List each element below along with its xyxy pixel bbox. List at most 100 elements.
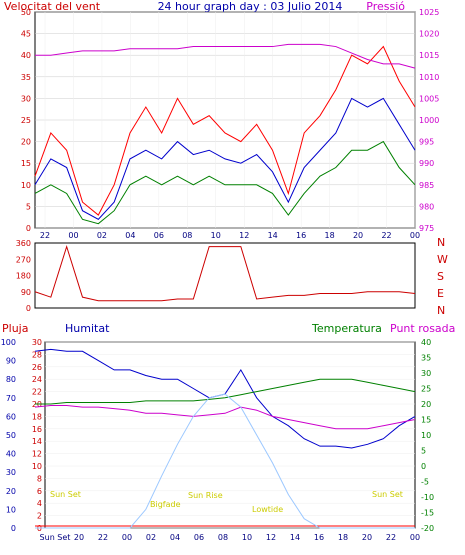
panel3-xtick: 20 bbox=[74, 533, 84, 542]
panel1-xtick: 22 bbox=[40, 231, 50, 240]
panel3-temp-tick: 30 bbox=[421, 369, 431, 378]
panel3-rain-tick: 6 bbox=[37, 487, 42, 496]
panel3-temp-tick: -10 bbox=[421, 493, 434, 502]
panel3-temp-tick: 10 bbox=[421, 431, 431, 440]
panel1-xtick: 20 bbox=[353, 231, 363, 240]
panel3-humidity-tick: 40 bbox=[6, 450, 16, 459]
panel3-xtick: Sun Set bbox=[40, 533, 71, 542]
panel1-xtick: 08 bbox=[182, 231, 192, 240]
panel3-xtick: 14 bbox=[290, 533, 300, 542]
panel3-temp-tick: 40 bbox=[421, 338, 431, 347]
panel3-xtick: 16 bbox=[314, 533, 324, 542]
panel3-series-1 bbox=[35, 378, 416, 405]
panel3-temp-label: Temperatura bbox=[311, 322, 382, 335]
panel3-xtick: 22 bbox=[386, 533, 396, 542]
panel1-xtick: 06 bbox=[154, 231, 164, 240]
panel2-ytick: 180 bbox=[16, 272, 31, 281]
panel1-series-2 bbox=[34, 140, 416, 225]
panel1-xtick: 00 bbox=[68, 231, 78, 240]
panel3-temp-tick: 5 bbox=[421, 447, 426, 456]
panel1-ytick-right: 1020 bbox=[419, 30, 439, 39]
panel3-temp-tick: -5 bbox=[421, 478, 429, 487]
panel3-rain-tick: 12 bbox=[32, 450, 42, 459]
panel1-ytick-left: 20 bbox=[21, 138, 31, 147]
panel3-xtick: 12 bbox=[266, 533, 276, 542]
panel1-xtick: 10 bbox=[211, 231, 221, 240]
panel3-xtick: 00 bbox=[122, 533, 132, 542]
panel3-dew-label: Punt rosada bbox=[390, 322, 455, 335]
panel3-series-4 bbox=[35, 393, 415, 529]
panel3-temp-tick: -20 bbox=[421, 524, 434, 533]
panel3-rain-tick: 22 bbox=[32, 388, 42, 397]
panel3-rain-tick: 28 bbox=[32, 350, 42, 359]
panel2-compass-label: S bbox=[437, 270, 444, 283]
panel1-ytick-left: 10 bbox=[21, 181, 31, 190]
panel2-compass-label: E bbox=[437, 287, 444, 300]
panel3-xtick: 20 bbox=[362, 533, 372, 542]
panel1-ytick-left: 0 bbox=[26, 224, 31, 233]
panel3-temp-tick: 0 bbox=[421, 462, 426, 471]
panel3-rain-tick: 24 bbox=[32, 375, 42, 384]
panel2-ytick: 270 bbox=[16, 255, 31, 264]
panel2-ytick: 360 bbox=[16, 239, 31, 248]
panel1-ytick-left: 40 bbox=[21, 51, 31, 60]
panel3-humidity-tick: 0 bbox=[11, 524, 16, 533]
panel3-xtick: 02 bbox=[146, 533, 156, 542]
panel1-ytick-right: 980 bbox=[419, 202, 434, 211]
panel2-ytick: 90 bbox=[21, 288, 31, 297]
panel3-temp-tick: 25 bbox=[421, 385, 431, 394]
panel3-annotation: Sun Rise bbox=[188, 491, 223, 500]
panel3-xtick: 06 bbox=[194, 533, 204, 542]
panel2-frame bbox=[34, 242, 416, 309]
panel1-ytick-left: 35 bbox=[21, 73, 31, 82]
panel2-series-0 bbox=[34, 244, 416, 302]
panel1-ytick-right: 1025 bbox=[419, 8, 439, 17]
panel3-humidity-tick: 80 bbox=[6, 375, 16, 384]
panel3-rain-label: Pluja bbox=[2, 322, 28, 335]
panel1-ytick-left: 50 bbox=[21, 8, 31, 17]
panel3-rain-tick: 18 bbox=[32, 412, 42, 421]
panel3-annotation: Bigfade bbox=[150, 500, 181, 509]
panel1-ytick-left: 30 bbox=[21, 94, 31, 103]
panel1-ytick-right: 1005 bbox=[419, 94, 439, 103]
panel1-xtick: 16 bbox=[296, 231, 306, 240]
panel3-rain-tick: 14 bbox=[32, 437, 42, 446]
panel3-temp-tick: 15 bbox=[421, 416, 431, 425]
panel1-series-3 bbox=[35, 43, 416, 69]
panel1-xtick: 12 bbox=[239, 231, 249, 240]
panel1-right-label: Pressió bbox=[366, 0, 405, 13]
panel3-xtick: 10 bbox=[242, 533, 252, 542]
panel1-series-1 bbox=[34, 97, 416, 220]
panel2-compass-label: W bbox=[437, 253, 448, 266]
panel3-rain-tick: 26 bbox=[32, 363, 42, 372]
panel3-xtick: 04 bbox=[170, 533, 180, 542]
panel3-rain-tick: 4 bbox=[37, 499, 42, 508]
panel3-rain-tick: 30 bbox=[32, 338, 42, 347]
panel1-ytick-right: 995 bbox=[419, 138, 434, 147]
panel3-xtick: 18 bbox=[338, 533, 348, 542]
panel3-rain-tick: 16 bbox=[32, 425, 42, 434]
panel1-ytick-right: 1010 bbox=[419, 73, 439, 82]
panel1-ytick-left: 5 bbox=[26, 202, 31, 211]
panel1-left-label: Velocitat del vent bbox=[4, 0, 101, 13]
panel1-title: 24 hour graph day : 03 Julio 2014 bbox=[158, 0, 343, 13]
panel1-xtick: 18 bbox=[325, 231, 335, 240]
panel3-annotation: Sun Set bbox=[372, 490, 403, 499]
panel1-ytick-right: 975 bbox=[419, 224, 434, 233]
panel3-humidity-tick: 90 bbox=[6, 357, 16, 366]
panel1-xtick: 04 bbox=[125, 231, 135, 240]
panel3-temp-tick: -15 bbox=[421, 509, 434, 518]
panel3-temp-tick: 20 bbox=[421, 400, 431, 409]
panel1-series-0 bbox=[34, 45, 416, 216]
panel3-humidity-tick: 20 bbox=[6, 487, 16, 496]
panel1-ytick-right: 985 bbox=[419, 181, 434, 190]
panel1-xtick: 00 bbox=[410, 231, 420, 240]
panel3-humidity-tick: 60 bbox=[6, 412, 16, 421]
panel3-annotation: Lowtide bbox=[252, 505, 283, 514]
panel1-xtick: 14 bbox=[268, 231, 278, 240]
panel3-temp-tick: 35 bbox=[421, 354, 431, 363]
panel2-ytick: 0 bbox=[26, 304, 31, 313]
panel3-humidity-tick: 10 bbox=[6, 505, 16, 514]
panel1-ytick-left: 25 bbox=[21, 116, 31, 125]
